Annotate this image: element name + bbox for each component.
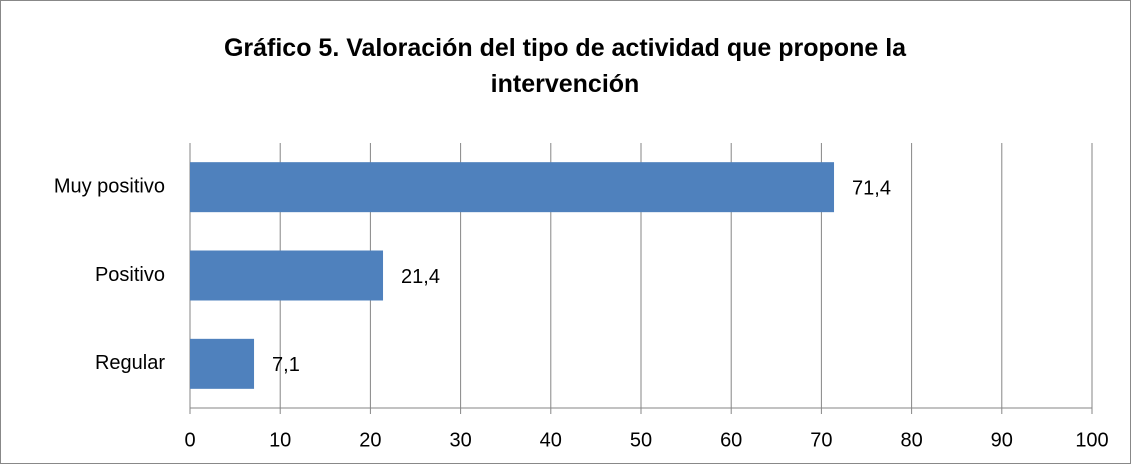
x-tick-label: 50	[630, 429, 652, 451]
data-label: 21,4	[401, 266, 440, 288]
chart-title: Gráfico 5. Valoración del tipo de activi…	[223, 34, 907, 98]
bar	[190, 250, 384, 301]
x-tick-label: 30	[449, 429, 471, 451]
bar	[190, 338, 255, 389]
x-tick-label: 10	[269, 429, 291, 451]
x-tick-label: 70	[810, 429, 832, 451]
x-tick-label: 60	[720, 429, 742, 451]
x-tick-label: 20	[359, 429, 381, 451]
x-tick-label: 0	[184, 429, 195, 451]
x-tick-label: 40	[540, 429, 562, 451]
y-tick-label: Positivo	[95, 264, 165, 286]
y-tick-label: Muy positivo	[54, 175, 165, 197]
data-label: 71,4	[852, 177, 891, 199]
y-tick-label: Regular	[95, 352, 165, 374]
bar	[190, 162, 835, 213]
x-tick-label: 80	[900, 429, 922, 451]
x-tick-label: 90	[991, 429, 1013, 451]
x-tick-label: 100	[1075, 429, 1108, 451]
data-label: 7,1	[272, 354, 300, 376]
